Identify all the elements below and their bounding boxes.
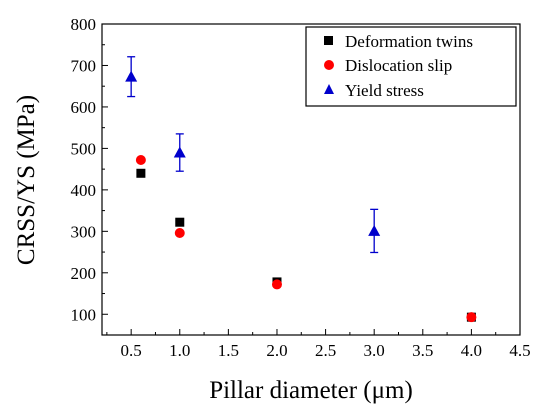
point-yield-stress (368, 224, 381, 236)
y-tick-label: 100 (71, 305, 97, 324)
point-dislocation-slip (174, 227, 185, 238)
y-tick-label: 600 (71, 98, 97, 117)
point-deformation-twins (175, 217, 185, 227)
point-yield-stress (173, 146, 186, 158)
x-tick-label: 0.5 (121, 341, 142, 360)
legend-marker-yield-stress (324, 84, 334, 94)
y-tick-label: 200 (71, 264, 97, 283)
point-dislocation-slip (135, 155, 146, 166)
x-tick-label: 1.5 (218, 341, 239, 360)
point-dislocation-slip (271, 279, 282, 290)
plot-frame (101, 23, 521, 336)
y-tick-label: 500 (71, 139, 97, 158)
legend-marker-deformation-twins (324, 36, 333, 45)
x-tick-label: 2.0 (266, 341, 287, 360)
legend-box (305, 26, 517, 107)
x-tick-label: 4.0 (461, 341, 482, 360)
x-tick-label: 3.5 (412, 341, 433, 360)
y-tick-label: 700 (71, 56, 97, 75)
tick-labels: 0.5 1.0 1.5 2.0 2.5 3.0 3.5 4.0 4.5 100 200 300 400 5… (71, 15, 531, 360)
legend-label-dislocation-slip: Dislocation slip (345, 56, 452, 75)
legend: Deformation twins Dislocation slip Yield… (305, 26, 517, 107)
point-yield-stress (125, 70, 138, 82)
data-marks (125, 56, 477, 323)
axis-ticks (102, 23, 521, 335)
x-axis-title: Pillar diameter (μm) (209, 377, 413, 404)
x-tick-label: 4.5 (509, 341, 530, 360)
point-dislocation-slip (466, 312, 477, 323)
legend-label-yield-stress: Yield stress (345, 81, 424, 100)
y-tick-label: 800 (71, 15, 97, 34)
legend-label-deformation-twins: Deformation twins (345, 32, 473, 51)
x-tick-label: 3.0 (364, 341, 385, 360)
x-tick-label: 2.5 (315, 341, 336, 360)
y-axis-title: CRSS/YS (MPa) (13, 95, 40, 265)
point-deformation-twins (136, 168, 146, 178)
y-tick-label: 400 (71, 181, 97, 200)
y-tick-label: 300 (71, 222, 97, 241)
legend-marker-dislocation-slip (324, 60, 334, 70)
x-tick-label: 1.0 (169, 341, 190, 360)
